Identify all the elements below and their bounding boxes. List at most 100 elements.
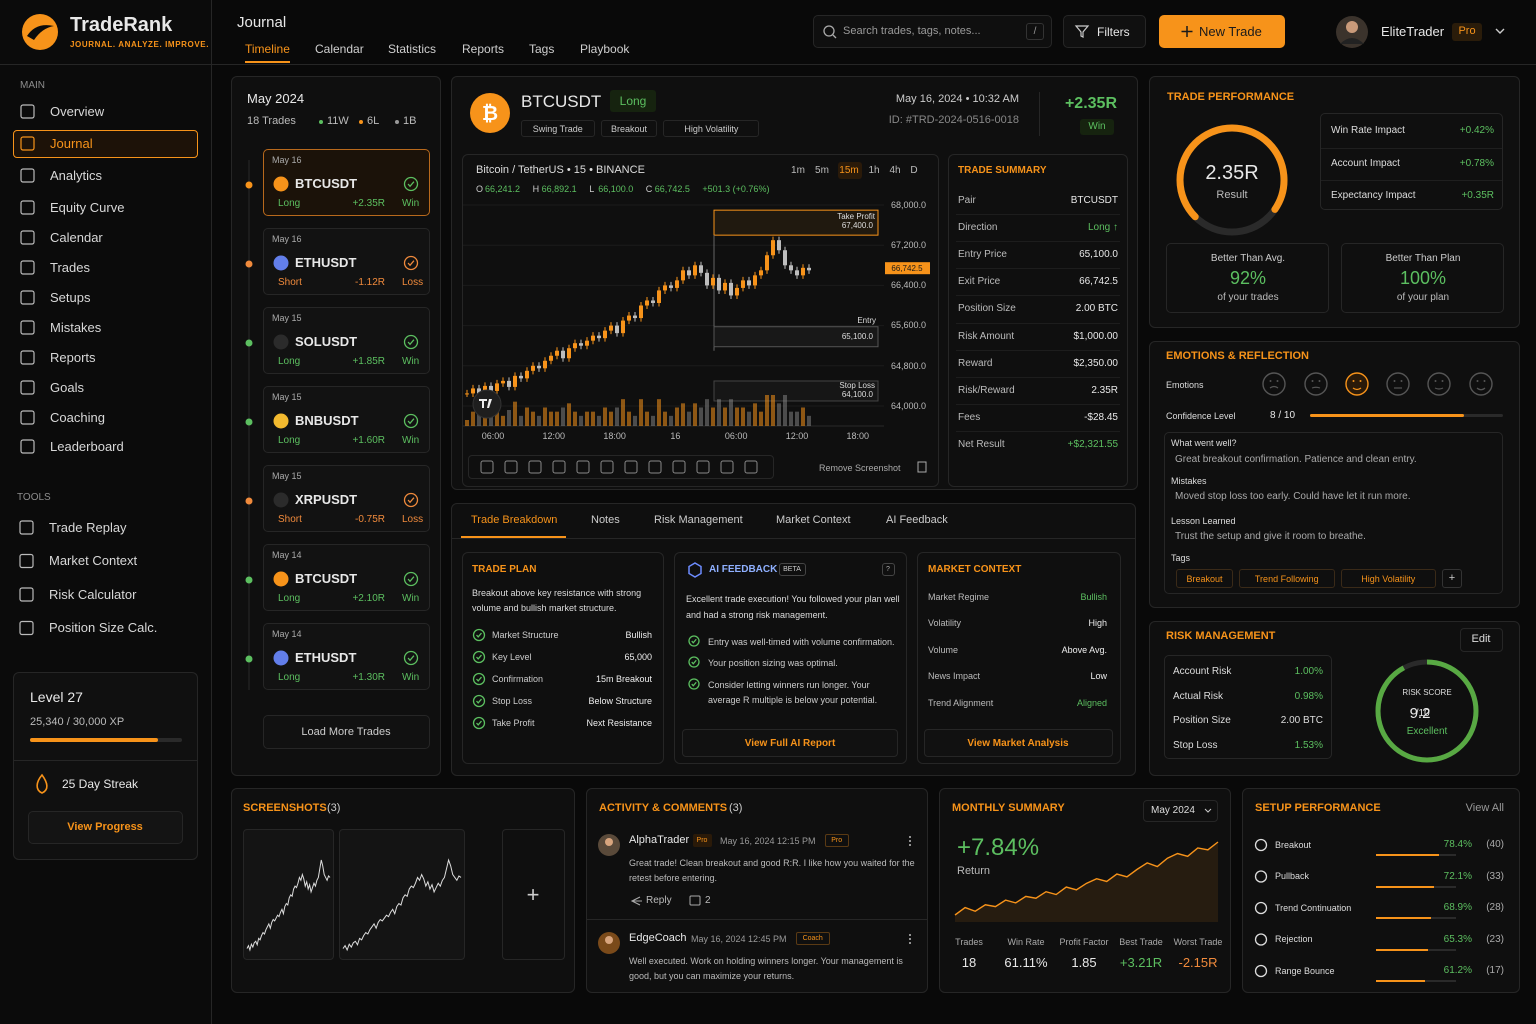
add-tag[interactable] <box>1442 569 1462 588</box>
tag[interactable]: Breakout <box>1186 573 1223 584</box>
button[interactable] <box>1460 628 1503 652</box>
tag <box>600 120 658 137</box>
nav-item[interactable]: Market Context <box>49 553 138 569</box>
timeframe[interactable]: 5m <box>815 165 829 176</box>
row-divider <box>1321 147 1502 149</box>
trade-card[interactable] <box>263 544 430 611</box>
trade-pair: ETHUSDT <box>295 254 357 270</box>
nav-item[interactable]: Calendar <box>50 229 103 245</box>
timeframe[interactable]: 1h <box>868 165 880 176</box>
context-label: Volume <box>928 644 959 655</box>
row-divider <box>956 430 1120 432</box>
tab[interactable]: Tags <box>529 41 555 56</box>
tab[interactable]: Playbook <box>580 41 630 56</box>
button[interactable] <box>263 715 430 749</box>
timeframe[interactable]: 15m <box>839 165 859 176</box>
row-value: $1,000.00 <box>1073 330 1119 342</box>
tab[interactable]: Statistics <box>388 41 437 56</box>
edit-button[interactable]: Edit <box>1471 633 1491 646</box>
tab[interactable]: AI Feedback <box>886 514 948 527</box>
button[interactable] <box>924 729 1113 757</box>
comment-author: EdgeCoach <box>629 932 687 945</box>
timeframe[interactable]: D <box>910 165 918 176</box>
add-screenshot[interactable] <box>502 829 565 960</box>
nav-item[interactable]: Journal <box>50 135 93 151</box>
view-all[interactable]: View All <box>1465 802 1504 815</box>
button[interactable] <box>28 811 183 844</box>
tag[interactable] <box>1239 569 1335 588</box>
tag[interactable] <box>1340 569 1436 588</box>
ai-text: Excellent trade execution! You followed … <box>686 593 900 620</box>
tab[interactable]: Notes <box>591 514 620 527</box>
nav-active[interactable] <box>13 130 198 158</box>
help-icon[interactable] <box>882 563 895 576</box>
nav-item[interactable]: Setups <box>50 289 91 305</box>
nav-item[interactable]: Equity Curve <box>50 199 125 215</box>
tab[interactable]: Risk Management <box>654 514 743 527</box>
button[interactable] <box>682 729 898 757</box>
load-more[interactable]: Load More Trades <box>301 726 391 739</box>
tag[interactable] <box>1176 569 1233 588</box>
trade-r: +1.85R <box>352 356 385 367</box>
remove-screenshot[interactable]: Remove Screenshot <box>819 462 901 473</box>
context-value: Bullish <box>1080 591 1107 602</box>
time-tick: 16 <box>670 430 681 441</box>
nav-item[interactable]: Goals <box>50 379 84 395</box>
trade-card[interactable] <box>263 307 430 374</box>
nav-item[interactable]: Risk Calculator <box>49 586 137 602</box>
tab[interactable]: Timeline <box>245 41 290 56</box>
stat-card <box>1341 243 1504 313</box>
tag[interactable]: Trend Following <box>1254 573 1319 584</box>
button[interactable] <box>1159 15 1285 48</box>
section-title: MARKET CONTEXT <box>928 564 1022 575</box>
timeframe[interactable]: 1m <box>791 165 805 176</box>
tab[interactable]: Trade Breakdown <box>471 514 558 527</box>
nav-item[interactable]: Reports <box>50 349 96 365</box>
trade-result: Win <box>402 593 420 604</box>
ai-report-button[interactable]: View Full AI Report <box>744 738 836 749</box>
tab[interactable]: Reports <box>462 41 505 56</box>
tab[interactable]: Market Context <box>776 514 851 527</box>
section-title: SETUP PERFORMANCE <box>1255 802 1381 815</box>
level-label: Entry <box>857 316 876 326</box>
nav-item[interactable]: Coaching <box>50 409 105 425</box>
trade-card[interactable] <box>263 228 430 295</box>
confidence-bar <box>1310 414 1465 417</box>
reply[interactable]: Reply <box>646 895 672 906</box>
ohlc-value: 66,241.2 <box>485 183 521 194</box>
nav-item[interactable]: Overview <box>50 103 105 119</box>
tab[interactable]: Calendar <box>315 41 364 56</box>
trade-card[interactable] <box>263 149 430 216</box>
market-analysis-button[interactable]: View Market Analysis <box>967 738 1069 749</box>
nav-item[interactable]: Trades <box>50 259 90 275</box>
trade-result: Win <box>402 672 420 683</box>
new-trade-button[interactable]: New Trade <box>1199 23 1262 39</box>
add-tag[interactable]: + <box>1448 572 1456 585</box>
nav-item[interactable]: Position Size Calc. <box>49 620 158 636</box>
risk-value: 1.00% <box>1294 666 1323 677</box>
plan-item: Key Level <box>492 651 532 662</box>
setup-count: (33) <box>1486 870 1504 882</box>
nav-item[interactable]: Analytics <box>50 167 103 183</box>
thumbnail[interactable] <box>243 829 334 960</box>
nav-item[interactable]: Leaderboard <box>50 438 124 454</box>
count-breakeven: 1B <box>403 115 417 128</box>
stat-label: Win Rate <box>1007 936 1045 947</box>
view-progress[interactable]: View Progress <box>67 821 143 834</box>
filters-button[interactable]: Filters <box>1097 24 1130 39</box>
nav-item[interactable]: Trade Replay <box>49 519 127 535</box>
add-screenshot[interactable]: + <box>526 881 540 907</box>
timeframe[interactable]: 4h <box>889 165 901 176</box>
nav-item[interactable]: Mistakes <box>50 319 102 335</box>
page-title: Journal <box>237 13 287 31</box>
trade-card[interactable] <box>263 623 430 690</box>
period-select[interactable] <box>1143 800 1218 822</box>
row-divider <box>956 349 1120 351</box>
trade-card[interactable] <box>263 386 430 453</box>
search-box[interactable] <box>813 15 1052 48</box>
count: (3) <box>327 802 341 815</box>
trade-card[interactable] <box>263 465 430 532</box>
period[interactable]: May 2024 <box>1151 805 1195 816</box>
tag[interactable]: High Volatility <box>1361 573 1416 584</box>
thumbnail[interactable] <box>339 829 465 960</box>
